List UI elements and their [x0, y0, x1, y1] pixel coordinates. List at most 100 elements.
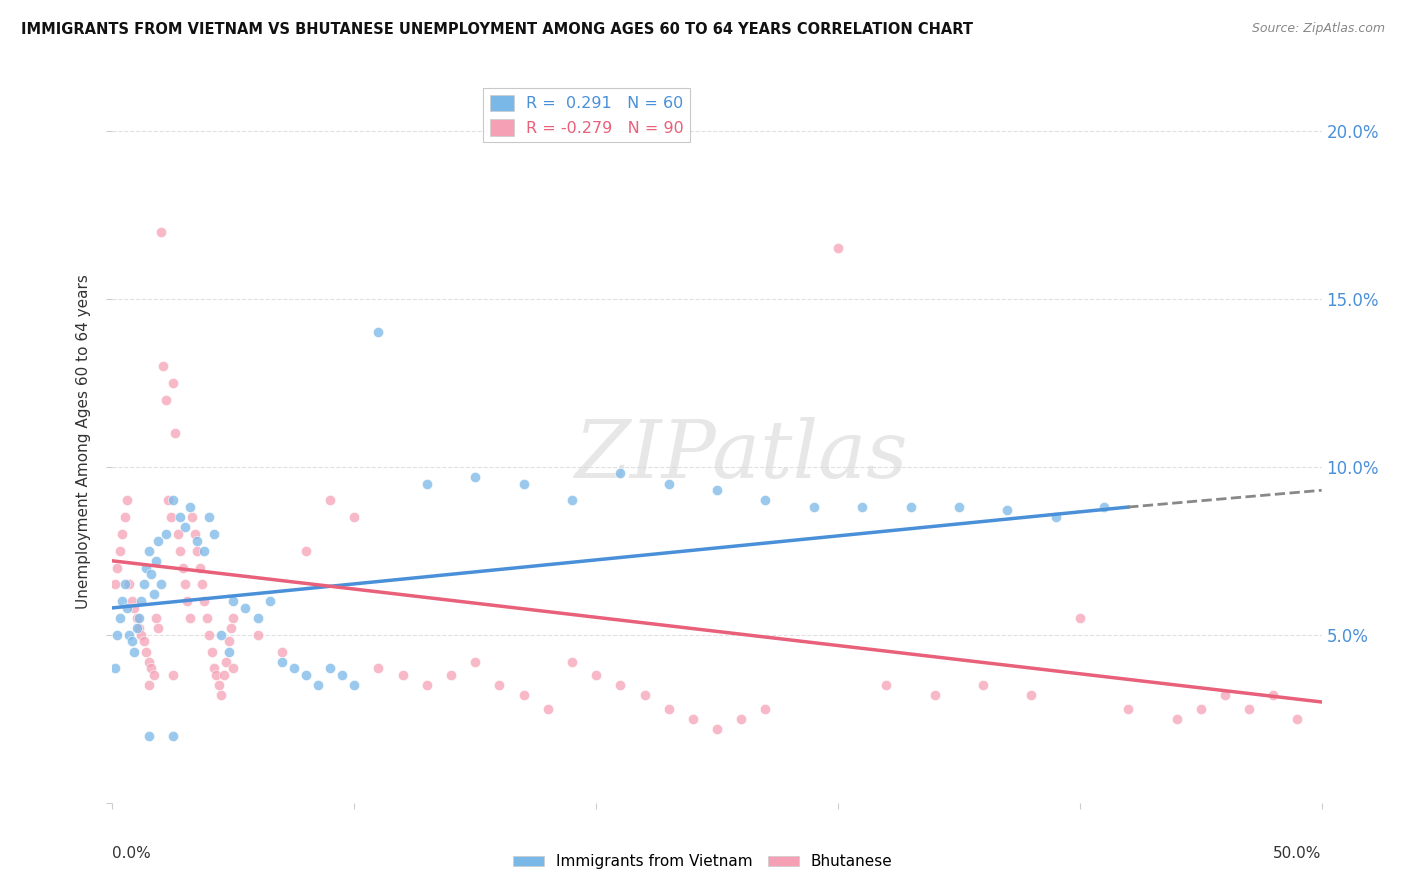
Point — [125, 611, 148, 625]
Point — [132, 634, 155, 648]
Point — [108, 543, 131, 558]
Point — [803, 500, 825, 514]
Point — [118, 577, 141, 591]
Point — [105, 560, 128, 574]
Point — [391, 668, 413, 682]
Point — [115, 600, 138, 615]
Point — [295, 543, 318, 558]
Point — [270, 644, 292, 658]
Point — [730, 712, 752, 726]
Point — [179, 611, 201, 625]
Point — [1286, 712, 1309, 726]
Point — [118, 628, 141, 642]
Point — [149, 225, 172, 239]
Point — [330, 668, 353, 682]
Point — [162, 729, 184, 743]
Point — [202, 661, 225, 675]
Point — [115, 493, 138, 508]
Point — [319, 493, 342, 508]
Point — [188, 560, 211, 574]
Point — [193, 594, 215, 608]
Point — [1116, 702, 1139, 716]
Point — [166, 527, 188, 541]
Point — [122, 644, 145, 658]
Point — [157, 493, 180, 508]
Point — [343, 678, 366, 692]
Point — [633, 688, 655, 702]
Point — [1092, 500, 1115, 514]
Point — [172, 560, 194, 574]
Point — [754, 493, 776, 508]
Point — [246, 611, 269, 625]
Point — [141, 661, 163, 675]
Text: ZIPatlas: ZIPatlas — [575, 417, 908, 495]
Point — [174, 520, 197, 534]
Legend: R =  0.291   N = 60, R = -0.279   N = 90: R = 0.291 N = 60, R = -0.279 N = 90 — [484, 88, 690, 142]
Point — [283, 661, 305, 675]
Point — [1069, 611, 1091, 625]
Text: IMMIGRANTS FROM VIETNAM VS BHUTANESE UNEMPLOYMENT AMONG AGES 60 TO 64 YEARS CORR: IMMIGRANTS FROM VIETNAM VS BHUTANESE UNE… — [21, 22, 973, 37]
Point — [145, 611, 167, 625]
Point — [159, 510, 181, 524]
Point — [111, 594, 134, 608]
Point — [198, 510, 221, 524]
Point — [585, 668, 607, 682]
Point — [218, 634, 240, 648]
Point — [179, 500, 201, 514]
Point — [658, 702, 681, 716]
Point — [108, 611, 131, 625]
Point — [948, 500, 970, 514]
Point — [706, 722, 728, 736]
Point — [658, 476, 681, 491]
Point — [754, 702, 776, 716]
Point — [114, 577, 136, 591]
Point — [367, 661, 389, 675]
Point — [202, 527, 225, 541]
Point — [1213, 688, 1236, 702]
Point — [149, 577, 172, 591]
Point — [138, 543, 160, 558]
Point — [111, 527, 134, 541]
Point — [295, 668, 318, 682]
Point — [215, 655, 238, 669]
Point — [131, 594, 153, 608]
Point — [609, 678, 631, 692]
Point — [218, 644, 240, 658]
Text: 50.0%: 50.0% — [1274, 847, 1322, 861]
Point — [122, 600, 145, 615]
Point — [195, 611, 218, 625]
Point — [488, 678, 510, 692]
Point — [561, 493, 583, 508]
Point — [367, 326, 389, 340]
Point — [186, 543, 208, 558]
Point — [972, 678, 994, 692]
Point — [104, 661, 127, 675]
Point — [138, 678, 160, 692]
Point — [270, 655, 292, 669]
Point — [440, 668, 463, 682]
Point — [259, 594, 281, 608]
Point — [142, 668, 165, 682]
Text: Source: ZipAtlas.com: Source: ZipAtlas.com — [1251, 22, 1385, 36]
Point — [181, 510, 204, 524]
Point — [319, 661, 342, 675]
Point — [512, 688, 534, 702]
Point — [162, 493, 184, 508]
Point — [209, 688, 232, 702]
Point — [152, 359, 174, 373]
Point — [174, 577, 197, 591]
Point — [191, 577, 214, 591]
Point — [121, 594, 143, 608]
Point — [169, 510, 191, 524]
Text: 0.0%: 0.0% — [112, 847, 152, 861]
Point — [706, 483, 728, 498]
Point — [121, 634, 143, 648]
Point — [208, 678, 231, 692]
Point — [145, 554, 167, 568]
Point — [827, 241, 849, 255]
Point — [512, 476, 534, 491]
Point — [183, 527, 205, 541]
Point — [162, 376, 184, 390]
Point — [1045, 510, 1067, 524]
Point — [924, 688, 946, 702]
